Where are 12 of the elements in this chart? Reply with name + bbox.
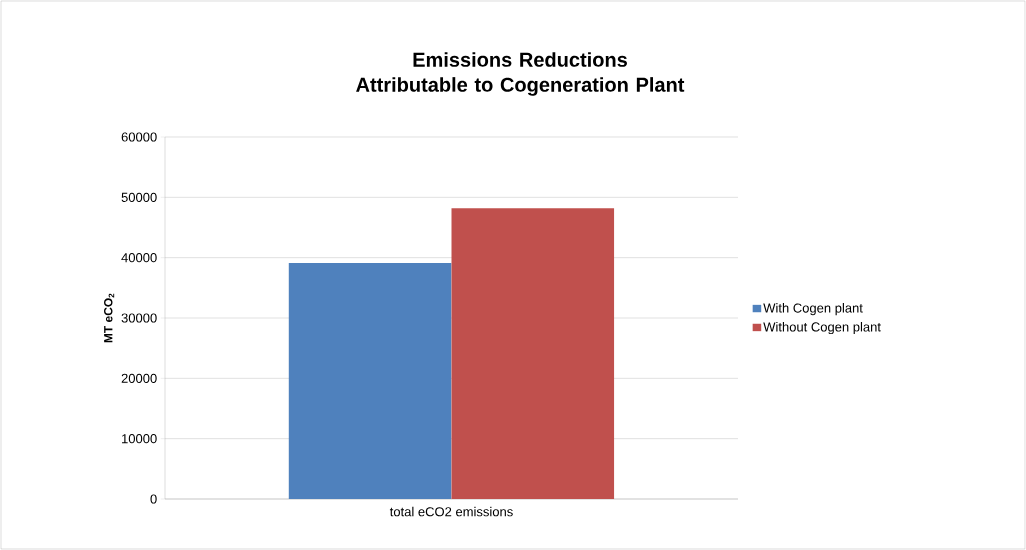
y-axis-title: MT eCO$_{2}$ [104,293,115,343]
y-tick-label: 30000 [121,313,157,323]
x-tick-label: total eCO2 emissions [389,506,513,517]
legend-label: Without Cogen plant [763,321,881,335]
y-tick-label: 40000 [121,253,157,263]
y-tick-label: 60000 [121,132,157,142]
y-tick-label: 50000 [121,192,157,202]
y-tick-label: 10000 [122,434,157,444]
chart-title: Emissions Reductions Attributable to Cogeneration Plant [356,52,685,96]
y-tick-label: 0 [150,494,157,504]
legend-label: With Cogen plant [763,303,863,316]
y-tick-label: 20000 [121,373,157,383]
